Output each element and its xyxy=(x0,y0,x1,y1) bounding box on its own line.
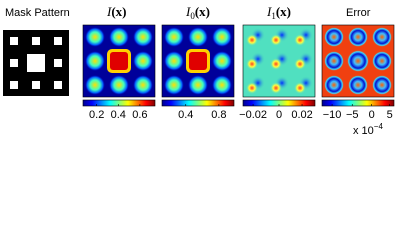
colorbar-tick-label: 0 xyxy=(369,109,375,121)
spot xyxy=(164,75,184,95)
spot xyxy=(347,50,369,72)
colorbar-tick-label: 0.4 xyxy=(111,109,126,121)
colorbar xyxy=(161,99,235,107)
spot xyxy=(324,51,344,71)
colorbar-tick-label: 0.8 xyxy=(211,109,226,121)
spot xyxy=(109,27,129,47)
mask-square xyxy=(32,81,40,89)
spot xyxy=(270,58,282,70)
panels: Mask Pattern I(x)0.2 0.4 0.6I0(x)0.4 0.8I1(x… xyxy=(3,4,395,137)
colorbar xyxy=(321,99,395,107)
spot xyxy=(85,51,105,71)
page: body { margin: 0; background: #fff; font… xyxy=(3,3,395,137)
title-sub: 0 xyxy=(190,11,195,21)
panel-title: I1(x) xyxy=(266,4,291,21)
spot xyxy=(164,27,184,47)
multiplier: x 10 xyxy=(353,125,374,137)
title-main: I xyxy=(185,4,191,19)
spot xyxy=(109,75,129,95)
title-sub: 1 xyxy=(271,11,276,21)
spot xyxy=(270,82,282,94)
spot xyxy=(85,27,105,47)
mask-square xyxy=(54,37,62,45)
spot xyxy=(133,51,153,71)
spot xyxy=(372,75,392,95)
colorbar-tick-label: −10 xyxy=(323,109,342,121)
title-arg: (x) xyxy=(195,4,210,19)
mask-square xyxy=(10,81,18,89)
mask-square xyxy=(27,54,45,72)
spot xyxy=(164,51,184,71)
colorbar-tick-label: −0.02 xyxy=(239,109,267,121)
panel-title: I(x) xyxy=(106,4,127,19)
title-main: I xyxy=(106,4,112,19)
spot xyxy=(294,58,306,70)
mask-square xyxy=(10,37,18,45)
spot xyxy=(188,75,208,95)
spot xyxy=(294,34,306,46)
colorbar-tick-label: 5 xyxy=(387,109,393,121)
colorbar-tick-label: −5 xyxy=(346,109,359,121)
mask-square xyxy=(54,59,62,67)
center-spot xyxy=(110,52,128,70)
spot xyxy=(188,27,208,47)
panel-title: Error xyxy=(346,7,371,19)
colorbar-tick-label: 0.6 xyxy=(132,109,147,121)
panel-title: Mask Pattern xyxy=(5,7,70,19)
spot xyxy=(372,27,392,47)
spot xyxy=(212,51,232,71)
mask-square xyxy=(32,37,40,45)
mask-square xyxy=(10,59,18,67)
colorbar-multiplier: x 10−4 xyxy=(353,122,383,137)
spot xyxy=(85,75,105,95)
colorbar-tick-label: 0.4 xyxy=(178,109,193,121)
spot xyxy=(212,27,232,47)
spot xyxy=(270,34,282,46)
spot xyxy=(372,51,392,71)
center-spot xyxy=(189,52,207,70)
spot xyxy=(348,75,368,95)
figure: Mask Pattern I(x)0.2 0.4 0.6I0(x)0.4 0.8I1(x… xyxy=(3,4,395,137)
spot xyxy=(324,27,344,47)
spot xyxy=(212,75,232,95)
exponent: −4 xyxy=(374,122,384,131)
spot xyxy=(324,75,344,95)
colorbar xyxy=(82,99,156,107)
spot xyxy=(348,27,368,47)
colorbar-tick-label: 0.02 xyxy=(291,109,312,121)
spot xyxy=(246,58,258,70)
colorbar-tick-label: 0.2 xyxy=(89,109,104,121)
title-arg: (x) xyxy=(111,4,126,19)
panel-title: I0(x) xyxy=(185,4,210,21)
spot xyxy=(294,82,306,94)
spot xyxy=(133,27,153,47)
title-arg: (x) xyxy=(276,4,291,19)
mask-square xyxy=(54,81,62,89)
title-main: I xyxy=(266,4,272,19)
colorbar-tick-label: 0 xyxy=(276,109,282,121)
spot xyxy=(246,82,258,94)
spot xyxy=(246,34,258,46)
body: {"panels": [ {"title": "Mask Pattern"}, … xyxy=(3,3,395,137)
spot xyxy=(133,75,153,95)
